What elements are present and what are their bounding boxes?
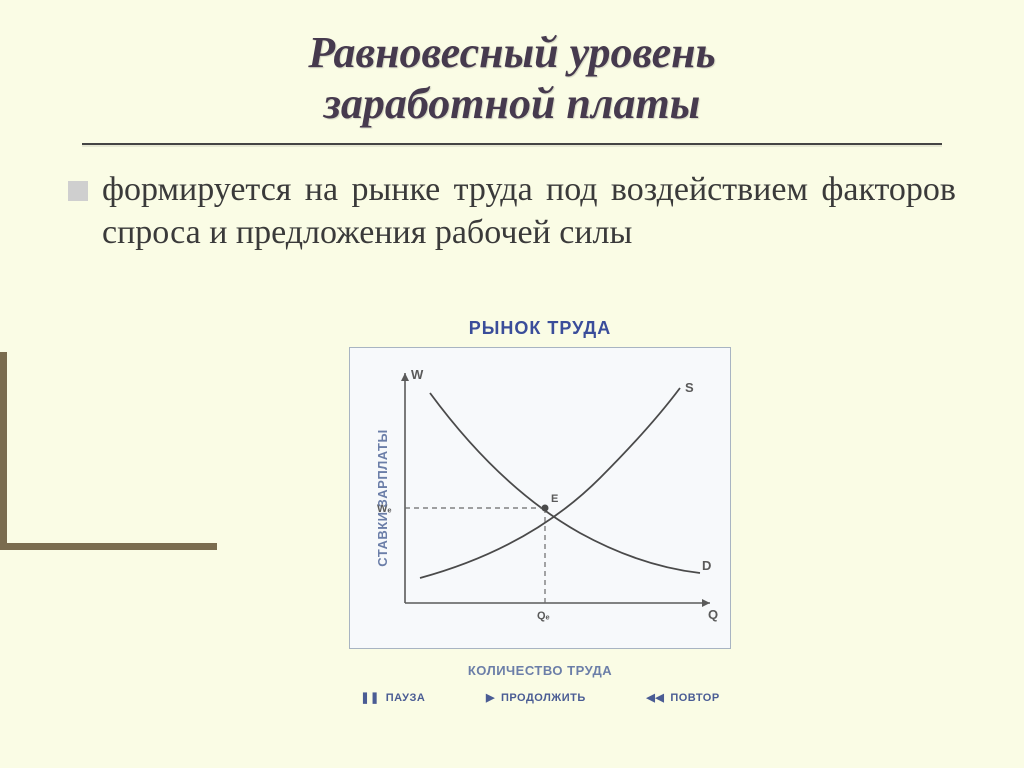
player-controls: ❚❚ ПАУЗА ▶ ПРОДОЛЖИТЬ ◀◀ ПОВТОР [330,691,750,704]
chart: СТАВКИ ЗАРПЛАТЫ КОЛИЧЕСТВО ТРУДА W [349,347,731,649]
play-icon: ▶ [486,691,495,704]
equilibrium-point [542,505,549,512]
slide-title: Равновесный уровень заработной платы [0,0,1024,129]
slide-body: формируется на рынке труда под воздейств… [68,169,956,254]
supply-label: S [685,380,694,395]
continue-label: ПРОДОЛЖИТЬ [501,692,586,704]
x-axis-label: КОЛИЧЕСТВО ТРУДА [350,663,730,678]
pause-icon: ❚❚ [360,691,379,704]
pause-button[interactable]: ❚❚ ПАУЗА [360,691,425,704]
bullet-item: формируется на рынке труда под воздейств… [68,169,956,254]
decor-accent-horizontal [0,543,217,550]
bullet-text: формируется на рынке труда под воздейств… [102,169,956,254]
figure-title: РЫНОК ТРУДА [320,318,760,339]
supply-curve [420,388,680,578]
demand-curve [430,393,700,573]
eq-point-label: E [551,493,558,505]
demand-label: D [702,558,711,573]
title-underline [82,143,942,145]
decor-accent-vertical [0,352,7,550]
x-right-label: Q [708,607,718,622]
y-axis-label: СТАВКИ ЗАРПЛАТЫ [375,429,390,566]
y-axis-arrow-icon [401,373,409,381]
title-line-2: заработной платы [324,79,700,128]
bullet-marker-icon [68,181,88,201]
slide: Равновесный уровень заработной платы фор… [0,0,1024,768]
title-line-1: Равновесный уровень [308,28,715,77]
x-axis-arrow-icon [702,599,710,607]
pause-label: ПАУЗА [386,692,426,704]
repeat-button[interactable]: ◀◀ ПОВТОР [646,691,719,704]
repeat-label: ПОВТОР [670,692,719,704]
figure: РЫНОК ТРУДА СТАВКИ ЗАРПЛАТЫ КОЛИЧЕСТВО Т… [320,318,760,738]
y-top-label: W [411,367,424,382]
eq-x-label: Qₑ [537,610,550,622]
chart-svg: W Q S D E Wₑ Qₑ [350,348,730,648]
rewind-icon: ◀◀ [646,691,664,704]
continue-button[interactable]: ▶ ПРОДОЛЖИТЬ [486,691,586,704]
